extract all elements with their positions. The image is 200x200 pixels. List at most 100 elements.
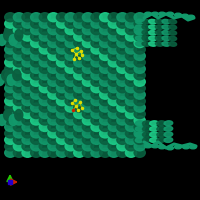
Ellipse shape (7, 74, 15, 86)
Ellipse shape (22, 84, 33, 93)
Ellipse shape (74, 110, 85, 119)
Ellipse shape (13, 19, 25, 28)
Ellipse shape (56, 32, 68, 41)
Ellipse shape (117, 135, 128, 144)
Ellipse shape (91, 148, 102, 157)
Ellipse shape (39, 64, 50, 73)
Ellipse shape (74, 135, 85, 144)
Ellipse shape (134, 58, 145, 67)
Ellipse shape (135, 31, 143, 35)
Ellipse shape (31, 84, 42, 93)
Ellipse shape (65, 19, 76, 28)
Ellipse shape (91, 84, 102, 93)
Ellipse shape (100, 51, 111, 60)
Ellipse shape (13, 51, 25, 60)
Ellipse shape (91, 97, 102, 106)
Ellipse shape (39, 77, 50, 86)
Ellipse shape (13, 70, 21, 80)
Ellipse shape (169, 19, 177, 24)
Ellipse shape (134, 84, 145, 93)
Ellipse shape (74, 64, 85, 73)
Ellipse shape (125, 97, 137, 106)
Ellipse shape (125, 39, 137, 48)
Ellipse shape (13, 32, 25, 41)
Ellipse shape (13, 135, 25, 144)
Ellipse shape (149, 19, 157, 24)
Ellipse shape (91, 77, 102, 86)
Ellipse shape (164, 121, 173, 126)
Ellipse shape (5, 90, 16, 99)
Ellipse shape (117, 148, 128, 157)
Ellipse shape (0, 114, 6, 126)
Ellipse shape (134, 51, 145, 60)
Ellipse shape (164, 126, 173, 131)
Ellipse shape (125, 129, 137, 138)
Ellipse shape (108, 148, 119, 157)
Ellipse shape (108, 97, 119, 106)
Ellipse shape (39, 129, 50, 138)
Ellipse shape (134, 77, 145, 86)
Ellipse shape (5, 19, 16, 28)
Ellipse shape (39, 71, 50, 80)
Ellipse shape (117, 142, 128, 151)
Ellipse shape (13, 77, 25, 86)
Ellipse shape (91, 32, 102, 41)
Ellipse shape (13, 45, 25, 54)
Ellipse shape (39, 58, 50, 67)
Ellipse shape (108, 45, 119, 54)
Ellipse shape (174, 145, 182, 149)
Ellipse shape (190, 145, 196, 149)
Ellipse shape (108, 129, 119, 138)
Ellipse shape (74, 19, 85, 28)
Ellipse shape (31, 26, 42, 35)
Ellipse shape (108, 135, 119, 144)
Ellipse shape (74, 103, 85, 112)
Ellipse shape (169, 25, 177, 29)
Ellipse shape (117, 97, 128, 106)
Ellipse shape (108, 51, 119, 60)
Ellipse shape (108, 84, 119, 93)
Ellipse shape (56, 103, 68, 112)
Ellipse shape (5, 142, 16, 151)
Ellipse shape (117, 26, 128, 35)
Ellipse shape (125, 84, 137, 93)
Ellipse shape (125, 116, 137, 125)
Ellipse shape (31, 45, 42, 54)
Ellipse shape (13, 26, 25, 35)
Ellipse shape (91, 103, 102, 112)
Ellipse shape (65, 116, 76, 125)
Ellipse shape (48, 116, 59, 125)
Ellipse shape (5, 13, 16, 22)
Ellipse shape (39, 148, 50, 157)
Ellipse shape (5, 58, 16, 67)
Ellipse shape (100, 142, 111, 151)
Ellipse shape (56, 19, 68, 28)
Ellipse shape (15, 29, 23, 40)
Ellipse shape (149, 42, 157, 46)
Ellipse shape (56, 90, 68, 99)
Ellipse shape (48, 39, 59, 48)
Ellipse shape (56, 58, 68, 67)
Ellipse shape (100, 32, 111, 41)
Ellipse shape (91, 26, 102, 35)
Ellipse shape (117, 51, 128, 60)
Ellipse shape (48, 110, 59, 119)
Ellipse shape (125, 110, 137, 119)
Ellipse shape (100, 58, 111, 67)
Ellipse shape (65, 77, 76, 86)
Ellipse shape (125, 90, 137, 99)
Ellipse shape (48, 45, 59, 54)
Ellipse shape (91, 116, 102, 125)
Ellipse shape (125, 13, 137, 22)
Ellipse shape (48, 90, 59, 99)
Ellipse shape (5, 97, 16, 106)
Ellipse shape (5, 122, 16, 131)
Ellipse shape (56, 148, 68, 157)
Ellipse shape (39, 110, 50, 119)
Ellipse shape (134, 97, 145, 106)
Ellipse shape (65, 122, 76, 131)
Ellipse shape (22, 90, 33, 99)
Ellipse shape (117, 71, 128, 80)
Ellipse shape (169, 36, 177, 41)
Ellipse shape (65, 97, 76, 106)
